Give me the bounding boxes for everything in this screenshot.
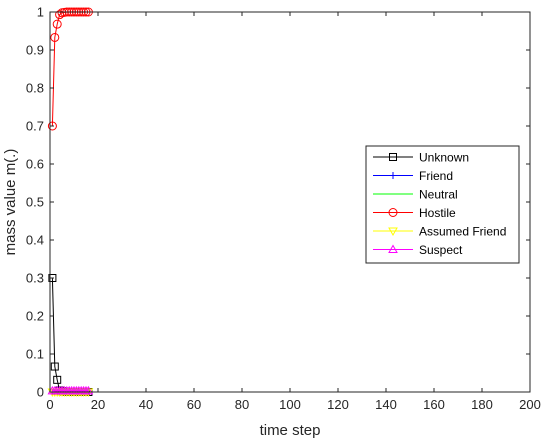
legend-marker-hostile [388, 208, 398, 217]
legend-entry-friend: Friend [373, 169, 453, 183]
y-tick-label: 0.9 [26, 43, 44, 58]
x-tick-label: 160 [423, 397, 445, 412]
data-point-hostile [52, 19, 62, 29]
legend-marker-friend [389, 172, 397, 179]
legend: Unknown Friend Neutral Hostile Assumed Frien… [365, 145, 520, 264]
legend-marker-assumed-friend [388, 227, 398, 237]
x-tick-label: 120 [327, 397, 349, 412]
legend-label-friend: Friend [419, 169, 453, 183]
y-tick-label: 0.7 [26, 119, 44, 134]
x-tick-label: 60 [187, 397, 201, 412]
legend-marker-unknown [389, 153, 397, 161]
y-tick-label: 0.2 [26, 309, 44, 324]
x-axis: 0 20 40 60 80 100 120 140 160 180 200 [46, 12, 541, 412]
x-tick-label: 0 [46, 397, 53, 412]
y-tick-label: 0 [37, 385, 44, 400]
legend-label-neutral: Neutral [419, 188, 458, 202]
legend-entry-neutral: Neutral [373, 188, 458, 202]
y-tick-label: 1 [37, 5, 44, 20]
legend-label-suspect: Suspect [419, 243, 463, 257]
legend-label-unknown: Unknown [419, 151, 469, 165]
y-tick-label: 0.4 [26, 233, 44, 248]
y-axis-label: mass value m(.) [2, 149, 19, 256]
legend-entry-unknown: Unknown [373, 151, 469, 165]
x-tick-label: 40 [139, 397, 153, 412]
legend-box [365, 145, 520, 264]
legend-entry-assumed-friend: Assumed Friend [373, 225, 506, 239]
x-tick-label: 140 [375, 397, 397, 412]
x-tick-label: 20 [91, 397, 105, 412]
legend-entry-suspect: Suspect [373, 243, 463, 257]
series-suspect [47, 385, 94, 395]
legend-marker-suspect [388, 244, 398, 253]
data-point-unknown [48, 274, 57, 282]
data-point-hostile [47, 121, 57, 131]
y-tick-label: 0.6 [26, 157, 44, 172]
y-axis: 0 0.1 0.2 0.3 0.4 0.5 0.6 0.7 0.8 0.9 1 [26, 5, 530, 400]
data-point-unknown [53, 375, 62, 384]
y-tick-label: 0.3 [26, 271, 44, 286]
y-tick-label: 0.5 [26, 195, 44, 210]
x-tick-label: 80 [235, 397, 249, 412]
legend-entry-hostile: Hostile [373, 206, 456, 220]
x-tick-label: 180 [471, 397, 493, 412]
x-tick-label: 100 [279, 397, 301, 412]
data-point-hostile [50, 32, 60, 42]
data-point-unknown [50, 362, 59, 371]
legend-label-assumed-friend: Assumed Friend [419, 225, 506, 239]
x-axis-label: time step [260, 422, 321, 439]
legend-label-hostile: Hostile [419, 206, 456, 220]
data-point-suspect [83, 385, 94, 395]
y-tick-label: 0.1 [26, 347, 44, 362]
y-tick-label: 0.8 [26, 81, 44, 96]
x-tick-label: 200 [519, 397, 541, 412]
